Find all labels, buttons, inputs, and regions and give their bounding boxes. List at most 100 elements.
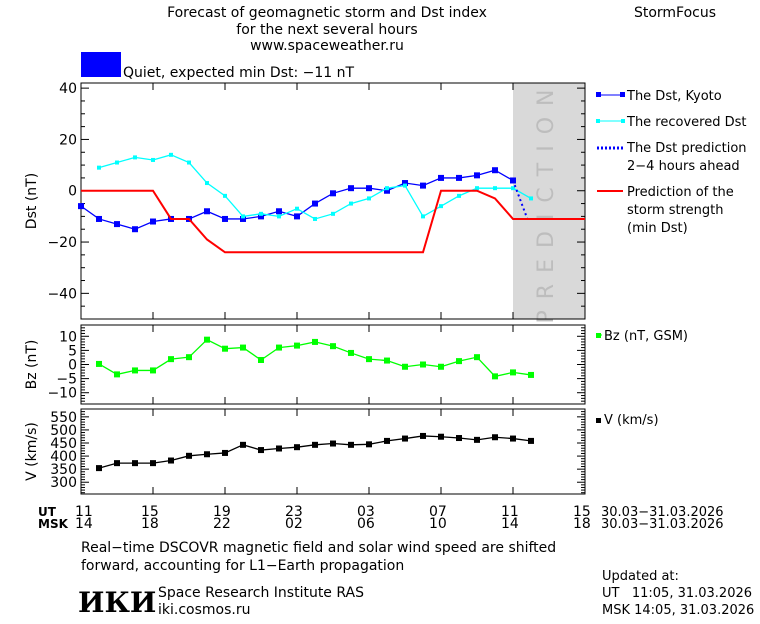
legend-prediction-label-2: 2−4 hours ahead [627,159,740,174]
footer-note-2: forward, accounting for L1−Earth propaga… [81,558,404,574]
data-point [492,434,498,441]
legend-storm: Prediction of the storm strength (min Ds… [597,185,734,236]
updated-label: Updated at: [602,569,679,584]
data-point [258,213,264,220]
y-tick-label: 5 [68,343,77,359]
brand-name: StormFocus [634,5,716,21]
data-point [96,465,102,472]
data-point [168,356,174,363]
data-point [150,460,156,467]
data-point [475,186,479,191]
data-point [438,433,444,440]
ut-tick-label: 11 [501,504,519,520]
y-tick-label: −40 [47,286,77,302]
data-point [151,157,155,162]
y-tick-label: 0 [68,184,77,200]
site-link[interactable]: www.spaceweather.ru [250,38,404,54]
legend-recovered-label: The recovered Dst [626,115,746,130]
data-point [240,441,246,448]
data-point [385,186,389,191]
data-point [330,440,336,447]
y-tick-label: −5 [56,372,77,388]
status-text: Quiet, expected min Dst: −11 nT [123,65,355,81]
plot-frame [80,408,586,495]
data-point [492,167,498,174]
data-point [204,208,210,215]
data-point [438,363,444,370]
data-point [330,190,336,197]
data-point [276,208,282,215]
data-point [474,172,480,179]
legend-recovered: The recovered Dst [596,115,746,130]
data-point [312,200,318,207]
data-point [204,451,210,458]
data-point [132,367,138,374]
ut-tick-label: 07 [429,504,447,520]
data-point [204,336,210,343]
data-point [528,437,534,444]
ut-tick-label: 11 [75,504,93,520]
legend-kyoto: The Dst, Kyoto [596,89,722,104]
data-point [168,457,174,464]
title-line2: for the next several hours [236,22,417,38]
data-point [114,371,120,378]
data-point [114,460,120,467]
data-point [529,196,533,201]
ut-tick-label: 15 [573,504,591,520]
institute-link[interactable]: iki.cosmos.ru [158,602,250,618]
y-axis-label: Dst (nT) [24,173,40,229]
data-point [420,182,426,189]
legend-storm-label-2: storm strength [627,203,724,218]
data-point [96,360,102,367]
y-tick-label: 20 [59,132,77,148]
y-tick-label: 450 [50,436,77,452]
data-point [456,358,462,365]
series-line-0 [80,169,514,230]
data-point [97,165,101,170]
updated-msk: MSK 14:05, 31.03.2026 [602,603,754,618]
data-point [402,435,408,442]
msk-tick-label: 02 [285,516,303,532]
msk-date-range: 30.03−31.03.2026 [601,517,724,532]
y-axis-label: V (km/s) [24,422,40,481]
footer-note-1: Real−time DSCOVR magnetic field and sola… [81,540,556,556]
data-point [510,435,516,442]
msk-tick-label: 14 [75,516,93,532]
data-point [384,357,390,364]
y-tick-label: 550 [50,410,77,426]
data-point [474,436,480,443]
data-point [78,203,84,210]
data-point [384,187,390,194]
msk-tick-label: 10 [429,516,447,532]
data-point [187,160,191,165]
msk-tick-label: 18 [141,516,159,532]
data-point [277,214,281,219]
data-point [240,215,246,222]
updated-ut: UT 11:05, 31.03.2026 [602,586,752,601]
data-point [330,343,336,350]
data-point [366,441,372,448]
data-point [528,371,534,378]
msk-tick-label: 18 [573,516,591,532]
data-point [222,449,228,456]
data-point [96,215,102,222]
ut-tick-label: 19 [213,504,231,520]
data-point [348,441,354,448]
legend-storm-label-3: (min Dst) [627,221,688,236]
data-point [258,447,264,454]
plot-frame [80,324,586,405]
data-point [402,180,408,187]
y-tick-label: −20 [47,235,77,251]
data-point [259,211,263,216]
data-point [421,214,425,219]
data-point [294,213,300,220]
data-point [150,218,156,225]
msk-tick-label: 14 [501,516,519,532]
data-point [114,221,120,228]
data-point [313,216,317,221]
data-point [276,445,282,452]
data-point [132,460,138,467]
y-tick-label: 10 [59,329,77,345]
